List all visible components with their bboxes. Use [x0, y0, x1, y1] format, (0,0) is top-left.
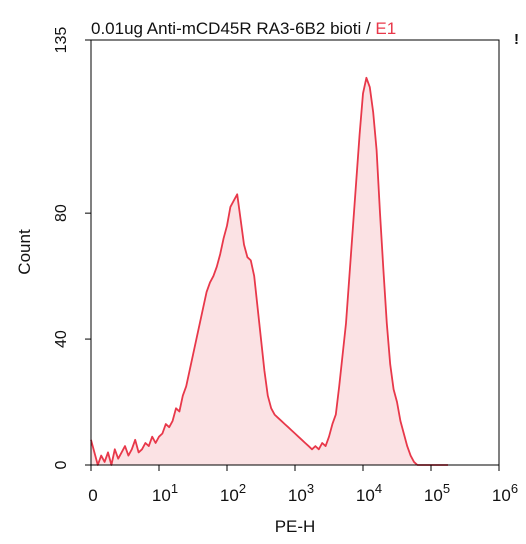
histogram-line — [90, 76, 448, 466]
chart-title-separator: / — [361, 19, 375, 38]
x-tick-label: 103 — [288, 481, 314, 505]
chart-title-main: 0.01ug Anti-mCD45R RA3-6B2 bioti — [91, 19, 361, 38]
x-axis-label: PE-H — [275, 517, 316, 536]
plot-area — [90, 76, 448, 466]
x-tick-label: 101 — [152, 481, 178, 505]
histogram-fill — [91, 77, 448, 466]
x-tick-label: 104 — [356, 481, 382, 505]
warning-mark: ! — [514, 31, 519, 48]
x-axis-ticks: 0 101 102 103 104 105 106 — [88, 465, 518, 505]
plot-frame — [90, 39, 500, 466]
x-tick-label: 105 — [424, 481, 450, 505]
y-axis-label: Count — [15, 229, 34, 275]
chart-title-gate: E1 — [375, 19, 396, 38]
y-tick-label: 80 — [53, 204, 70, 222]
x-tick-label: 0 — [88, 486, 97, 505]
x-tick-label: 106 — [492, 481, 518, 505]
chart-title: 0.01ug Anti-mCD45R RA3-6B2 bioti / E1 — [91, 19, 396, 38]
y-tick-label: 0 — [53, 460, 70, 469]
y-tick-label: 40 — [53, 330, 70, 348]
axes — [90, 39, 500, 466]
y-axis-ticks: 0 40 80 135 — [53, 27, 91, 469]
x-tick-label: 102 — [220, 481, 246, 505]
y-tick-label: 135 — [53, 27, 70, 54]
